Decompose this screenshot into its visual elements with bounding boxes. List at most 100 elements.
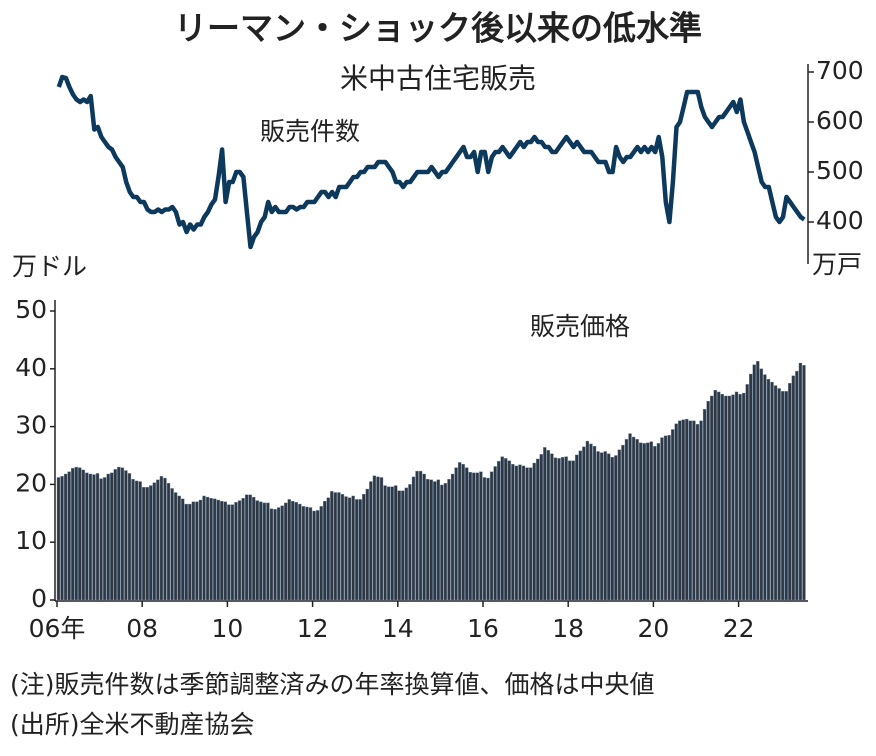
y-tick-label: 40	[15, 353, 47, 382]
bar	[770, 381, 774, 601]
bar	[394, 485, 398, 601]
bar	[706, 400, 710, 601]
bar	[688, 420, 693, 601]
bar	[763, 374, 767, 601]
y2-tick-label: 400	[816, 206, 864, 235]
bar	[685, 418, 689, 601]
bar	[731, 394, 735, 601]
bar	[262, 502, 267, 601]
bar	[117, 466, 121, 601]
bar	[237, 500, 242, 601]
bar	[607, 453, 611, 601]
bar	[596, 451, 600, 601]
bar	[628, 433, 632, 601]
bar	[663, 435, 668, 601]
bar	[340, 494, 345, 601]
bar	[440, 484, 444, 601]
bar	[404, 487, 409, 601]
bar	[241, 498, 245, 601]
bar	[575, 454, 579, 601]
bar	[695, 424, 700, 601]
bar	[326, 497, 330, 601]
bar	[351, 495, 355, 601]
bar	[92, 474, 96, 601]
bar	[585, 440, 590, 601]
bar	[308, 507, 313, 601]
bar	[678, 420, 682, 601]
bar	[383, 485, 387, 601]
bar	[454, 467, 458, 601]
bar	[284, 502, 288, 601]
y2-tick-label: 600	[816, 106, 864, 135]
bar	[319, 506, 323, 601]
x-tick-label: 08	[126, 614, 158, 643]
bar	[337, 492, 341, 601]
bar	[461, 463, 465, 601]
bar	[653, 446, 657, 601]
bar	[450, 473, 455, 601]
bar	[791, 375, 795, 601]
bar	[617, 449, 622, 601]
bar	[230, 504, 235, 601]
bar	[266, 502, 270, 601]
bar	[670, 429, 675, 601]
bar	[521, 465, 526, 601]
bar	[660, 437, 664, 601]
bar	[639, 442, 643, 601]
chart-subtitle: 米中古住宅販売	[340, 62, 536, 95]
x-tick-label: 12	[297, 614, 329, 643]
bar	[205, 496, 210, 601]
bar	[173, 492, 178, 601]
bar	[635, 439, 639, 601]
bar	[745, 384, 749, 601]
bar	[216, 499, 220, 601]
y2-tick-label: 500	[816, 156, 864, 185]
bar	[418, 470, 423, 601]
bar	[163, 477, 167, 601]
bar	[511, 463, 515, 601]
bar	[504, 458, 508, 601]
bar	[475, 472, 480, 601]
bar	[493, 466, 497, 601]
bar	[784, 391, 788, 601]
bar	[518, 464, 522, 601]
bar	[582, 446, 586, 601]
x-tick-label: 18	[552, 614, 584, 643]
bar	[401, 490, 405, 601]
bar	[78, 467, 82, 601]
bar	[603, 451, 607, 601]
bar	[631, 436, 636, 601]
bar	[95, 473, 100, 601]
bar	[578, 450, 582, 601]
x-tick-label: 06年	[29, 614, 86, 643]
bar	[67, 471, 71, 601]
bar	[315, 510, 320, 601]
bar	[209, 498, 213, 601]
y2-tick-label: 700	[816, 56, 864, 85]
bar	[145, 487, 149, 601]
bar	[766, 379, 771, 601]
bar	[710, 395, 714, 601]
bar	[376, 476, 380, 601]
bar	[550, 453, 554, 601]
bar	[433, 481, 437, 601]
bar	[369, 481, 373, 601]
y2-axis-unit: 万戸	[812, 250, 862, 279]
bar	[198, 499, 203, 601]
bar	[379, 477, 384, 601]
bar	[81, 469, 85, 601]
bar	[482, 477, 487, 601]
bar	[390, 486, 394, 601]
bar	[372, 475, 377, 601]
bar	[134, 480, 139, 601]
bar	[447, 478, 451, 601]
bar	[411, 476, 416, 601]
y-axis-unit: 万ドル	[12, 252, 87, 281]
bar	[546, 450, 551, 601]
bar	[436, 479, 441, 601]
bar	[741, 392, 746, 601]
bar	[184, 503, 188, 601]
bar	[195, 501, 199, 601]
y-tick-label: 30	[15, 411, 47, 440]
